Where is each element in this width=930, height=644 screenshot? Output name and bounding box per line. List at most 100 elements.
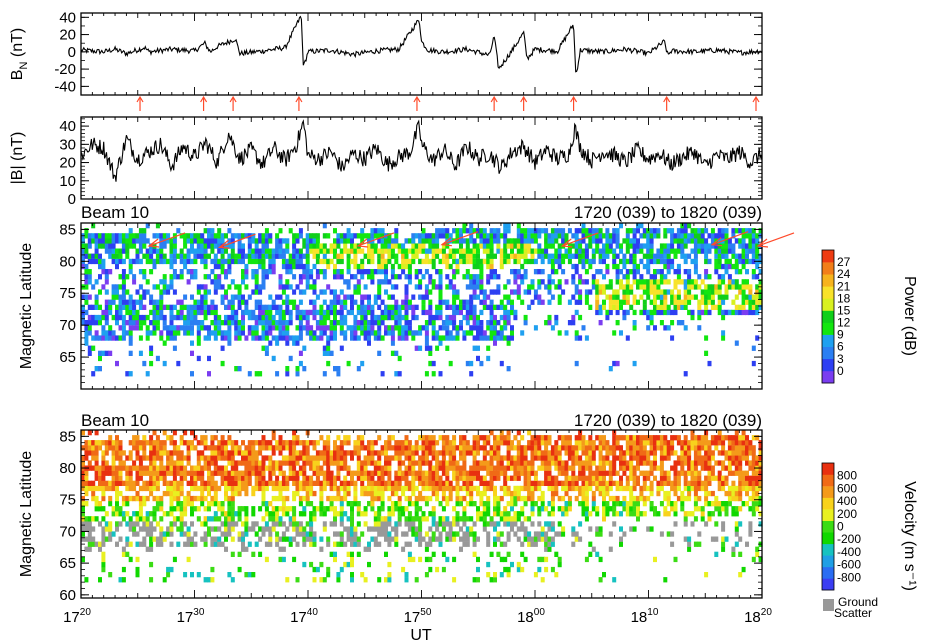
heatmap-cell [118, 577, 123, 583]
heatmap-cell [622, 274, 627, 280]
heatmap-cell [479, 263, 484, 270]
heatmap-cell [275, 253, 280, 259]
heatmap-cell [353, 490, 358, 497]
heatmap-cell [138, 299, 143, 305]
heatmap-cell [159, 304, 164, 310]
heatmap-cell [121, 299, 126, 305]
heatmap-cell [649, 233, 654, 239]
heatmap-cell [659, 299, 664, 305]
heatmap-cell [104, 470, 109, 476]
heatmap-cell [159, 258, 164, 265]
heatmap-cell [213, 258, 218, 265]
heatmap-cell [220, 465, 225, 471]
heatmap-cell [506, 435, 511, 441]
heatmap-cell [428, 274, 433, 280]
heatmap-cell [367, 253, 371, 259]
heatmap-cell [584, 233, 589, 239]
heatmap-cell [186, 233, 191, 239]
heatmap-cell [220, 475, 225, 481]
heatmap-cell [540, 258, 545, 265]
heatmap-cell [465, 258, 470, 265]
power-arrow [147, 232, 186, 248]
heatmap-cell [486, 253, 491, 259]
heatmap-cell [305, 320, 310, 326]
heatmap-cell [584, 228, 589, 234]
heatmap-cell [421, 450, 426, 456]
heatmap-cell [162, 445, 167, 451]
heatmap-cell [298, 350, 303, 356]
heatmap-cell [312, 299, 317, 305]
heatmap-cell [128, 309, 133, 316]
heatmap-cell [489, 309, 494, 316]
heatmap-cell [309, 238, 314, 244]
heatmap-cell [101, 335, 106, 341]
heatmap-cell [581, 325, 586, 331]
heatmap-cell [516, 274, 521, 280]
heatmap-cell [94, 440, 99, 446]
heatmap-cell [326, 470, 331, 476]
heatmap-cell [346, 440, 351, 446]
heatmap-cell [663, 279, 668, 285]
heatmap-cell [676, 294, 681, 300]
heatmap-cell [298, 279, 303, 285]
heatmap-cell [155, 284, 160, 290]
heatmap-cell [203, 536, 208, 542]
heatmap-cell [244, 546, 249, 552]
heatmap-cell [254, 279, 259, 285]
heatmap-cell [445, 501, 450, 507]
heatmap-cell [322, 253, 327, 259]
heatmap-cell [275, 531, 280, 537]
heatmap-cell [193, 253, 198, 259]
heatmap-cell [326, 233, 331, 239]
heatmap-cell [489, 228, 494, 234]
heatmap-cell [424, 556, 429, 563]
heatmap-cell [101, 556, 106, 563]
heatmap-cell [244, 490, 249, 497]
heatmap-cell [612, 299, 617, 305]
heatmap-cell [292, 455, 297, 461]
heatmap-cell [441, 480, 446, 486]
heatmap-cell [91, 485, 96, 492]
heatmap-cell [435, 521, 440, 527]
heatmap-cell [714, 269, 719, 275]
heatmap-cell [220, 541, 225, 547]
heatmap-cell [183, 440, 188, 446]
heatmap-cell [680, 238, 685, 244]
heatmap-cell [418, 294, 423, 300]
heatmap-cell [421, 238, 426, 244]
heatmap-cell [329, 460, 334, 466]
heatmap-cell [428, 233, 433, 239]
heatmap-cell [132, 309, 137, 316]
heatmap-cell [84, 299, 89, 305]
heatmap-cell [370, 506, 375, 512]
heatmap-cell [312, 440, 317, 446]
heatmap-cell [397, 371, 402, 377]
heatmap-cell [98, 546, 102, 552]
heatmap-cell [350, 572, 354, 578]
heatmap-cell [196, 485, 201, 492]
heatmap-cell [649, 248, 654, 254]
heatmap-cell [200, 248, 205, 254]
heatmap-cell [469, 228, 474, 234]
heatmap-cell [690, 314, 695, 321]
heatmap-cell [138, 495, 143, 502]
heatmap-cell [339, 304, 344, 310]
heatmap-cell [704, 258, 709, 265]
heatmap-cell [370, 450, 375, 456]
heatmap-cell [360, 304, 365, 310]
heatmap-cell [145, 470, 150, 476]
heatmap-cell [741, 299, 746, 305]
heatmap-cell [261, 248, 266, 254]
heatmap-cell [159, 455, 164, 461]
heatmap-cell [336, 450, 341, 456]
heatmap-cell [207, 289, 211, 295]
heatmap-cell [435, 526, 440, 532]
heatmap-cell [166, 531, 171, 537]
heatmap-cell [445, 556, 450, 563]
heatmap-cell [588, 304, 593, 310]
heatmap-cell [380, 233, 385, 239]
heatmap-cell [745, 248, 749, 254]
heatmap-cell [479, 480, 484, 486]
heatmap-cell [149, 309, 154, 316]
heatmap-cell [87, 460, 92, 466]
